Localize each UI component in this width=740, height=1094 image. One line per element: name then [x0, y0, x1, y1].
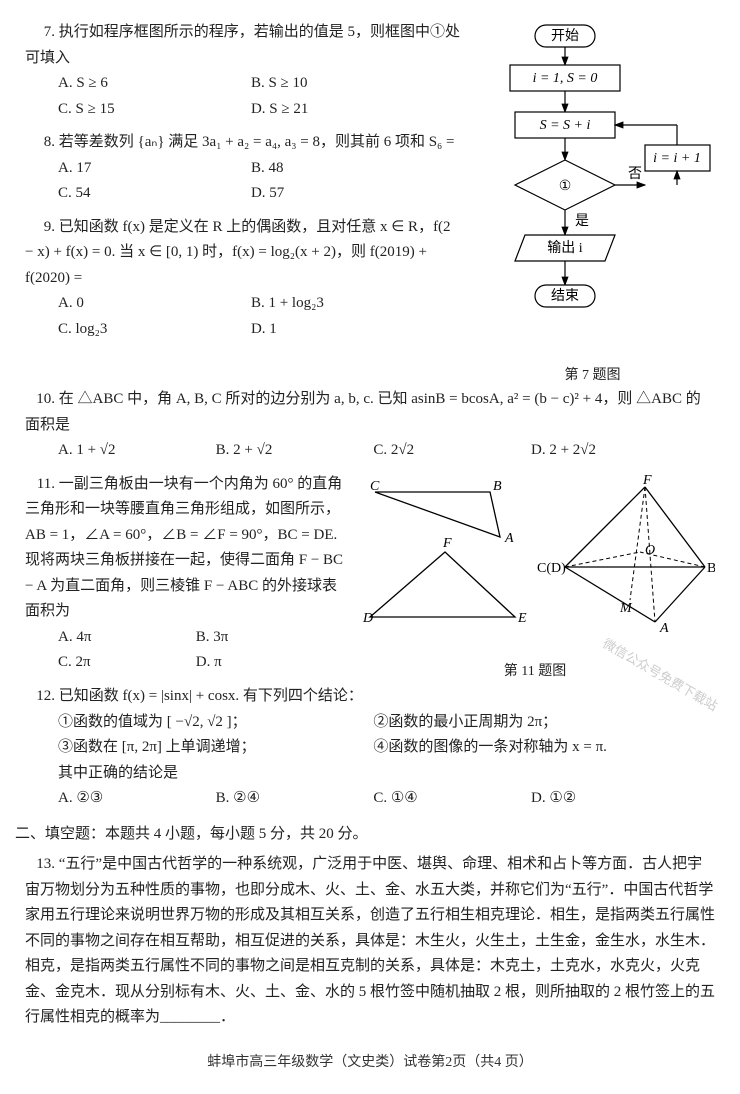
- svg-text:B(E): B(E): [707, 561, 715, 576]
- question-9: 9. 已知函数 f(x) 是定义在 R 上的偶函数，且对任意 x ∈ R，f(2…: [25, 215, 460, 343]
- row-q11: 11. 一副三角板由一块有一个内角为 60° 的直角三角形和一块等腰直角三角形组…: [25, 472, 715, 684]
- section-2-header: 二、填空题：本题共 4 小题，每小题 5 分，共 20 分。: [15, 822, 715, 848]
- qnum: 9.: [25, 215, 55, 241]
- options-9: A. 0 B. 1 + log₂3 C. log₂3 D. 1: [25, 291, 460, 342]
- options-11: A. 4π B. 3π C. 2π D. π: [25, 625, 345, 676]
- opt-d: D. S ≥ 21: [251, 97, 444, 123]
- opt-d: D. 1: [251, 317, 444, 343]
- question-12: 微信公众号免费下载站 12. 已知函数 f(x) = |sinx| + cosx…: [25, 684, 715, 812]
- stmt-1: ①函数的值域为 [ −√2, √2 ]；: [58, 710, 373, 736]
- qtext: 若等差数列 {aₙ} 满足 3a₁ + a₂ = a₄, a₃ = 8，则其前 …: [59, 134, 455, 150]
- opt-a: A. 1 + √2: [58, 438, 216, 464]
- svg-text:i = 1, S = 0: i = 1, S = 0: [533, 71, 598, 86]
- opt-a: A. 4π: [58, 625, 196, 651]
- svg-text:结束: 结束: [551, 288, 579, 304]
- svg-text:C: C: [370, 479, 380, 494]
- svg-text:M: M: [619, 601, 633, 616]
- qtext: “五行”是中国古代哲学的一种系统观，广泛用于中医、堪舆、命理、相术和占卜等方面．…: [25, 856, 715, 1025]
- opt-a: A. ②③: [58, 786, 216, 812]
- opt-c: C. S ≥ 15: [58, 97, 251, 123]
- stmt-4: ④函数的图像的一条对称轴为 x = π.: [373, 735, 688, 761]
- fig11-caption: 第 11 题图: [355, 660, 715, 684]
- svg-text:①: ①: [559, 179, 572, 194]
- opt-b: B. ②④: [216, 786, 374, 812]
- tail: 其中正确的结论是: [58, 761, 715, 787]
- opt-d: D. ①②: [531, 786, 689, 812]
- options-7: A. S ≥ 6 B. S ≥ 10 C. S ≥ 15 D. S ≥ 21: [25, 71, 460, 122]
- flowchart-svg: 开始 i = 1, S = 0 S = S + i ① 否 i = i + 1 …: [470, 20, 715, 350]
- qtext: 在 △ABC 中，角 A, B, C 所对的边分别为 a, b, c. 已知 a…: [25, 391, 701, 433]
- qtext: 已知函数 f(x) = |sinx| + cosx. 有下列四个结论：: [59, 688, 363, 704]
- opt-a: A. 17: [58, 156, 251, 182]
- svg-text:S = S + i: S = S + i: [540, 118, 591, 133]
- opt-b: B. 2 + √2: [216, 438, 374, 464]
- opt-d: D. 2 + 2√2: [531, 438, 689, 464]
- opt-c: C. 2π: [58, 650, 196, 676]
- opt-a: A. S ≥ 6: [58, 71, 251, 97]
- qnum: 7.: [25, 20, 55, 46]
- qtext: 执行如程序框图所示的程序，若输出的值是 5，则框图中①处可填入: [25, 24, 460, 66]
- opt-a: A. 0: [58, 291, 251, 317]
- qtext: 已知函数 f(x) 是定义在 R 上的偶函数，且对任意 x ∈ R，f(2 − …: [25, 219, 451, 286]
- qnum: 8.: [25, 130, 55, 156]
- opt-b: B. S ≥ 10: [251, 71, 444, 97]
- opt-b: B. 3π: [196, 625, 334, 651]
- qnum: 13.: [25, 852, 55, 878]
- svg-text:D: D: [362, 611, 373, 626]
- svg-text:O: O: [645, 543, 655, 558]
- qnum: 12.: [25, 684, 55, 710]
- qnum: 11.: [25, 472, 55, 498]
- svg-text:F: F: [642, 473, 652, 488]
- fig11-svg: C B A D E F F C(D) B(E) A O: [355, 472, 715, 647]
- row-q7-9: 7. 执行如程序框图所示的程序，若输出的值是 5，则框图中①处可填入 A. S …: [25, 20, 715, 387]
- question-7: 7. 执行如程序框图所示的程序，若输出的值是 5，则框图中①处可填入 A. S …: [25, 20, 460, 122]
- svg-text:输出 i: 输出 i: [547, 240, 582, 256]
- svg-text:A: A: [504, 531, 514, 546]
- opt-b: B. 48: [251, 156, 444, 182]
- opt-b: B. 1 + log₂3: [251, 291, 444, 317]
- options-10: A. 1 + √2 B. 2 + √2 C. 2√2 D. 2 + 2√2: [25, 438, 715, 464]
- flowchart-figure: 开始 i = 1, S = 0 S = S + i ① 否 i = i + 1 …: [470, 20, 715, 387]
- page-footer: 蚌埠市高三年级数学（文史类）试卷第2页（共4 页）: [25, 1051, 715, 1075]
- opt-c: C. 2√2: [373, 438, 531, 464]
- svg-text:A: A: [659, 621, 669, 636]
- question-10: 10. 在 △ABC 中，角 A, B, C 所对的边分别为 a, b, c. …: [25, 387, 715, 464]
- svg-text:E: E: [517, 611, 527, 626]
- stmt-3: ③函数在 [π, 2π] 上单调递增；: [58, 735, 373, 761]
- opt-d: D. π: [196, 650, 334, 676]
- fig11: C B A D E F F C(D) B(E) A O: [355, 472, 715, 684]
- options-8: A. 17 B. 48 C. 54 D. 57: [25, 156, 460, 207]
- question-13: 13. “五行”是中国古代哲学的一种系统观，广泛用于中医、堪舆、命理、相术和占卜…: [25, 852, 715, 1031]
- opt-c: C. 54: [58, 181, 251, 207]
- question-8: 8. 若等差数列 {aₙ} 满足 3a₁ + a₂ = a₄, a₃ = 8，则…: [25, 130, 460, 207]
- svg-text:F: F: [442, 536, 452, 551]
- svg-text:开始: 开始: [551, 28, 579, 44]
- qtext: 一副三角板由一块有一个内角为 60° 的直角三角形和一块等腰直角三角形组成，如图…: [25, 476, 343, 620]
- svg-text:是: 是: [575, 214, 589, 229]
- flowchart-caption: 第 7 题图: [470, 364, 715, 388]
- qnum: 10.: [25, 387, 55, 413]
- svg-text:否: 否: [628, 167, 642, 182]
- opt-c: C. log₂3: [58, 317, 251, 343]
- opt-d: D. 57: [251, 181, 444, 207]
- options-12: A. ②③ B. ②④ C. ①④ D. ①②: [25, 786, 715, 812]
- svg-text:C(D): C(D): [537, 561, 566, 576]
- opt-c: C. ①④: [373, 786, 531, 812]
- svg-text:i = i + 1: i = i + 1: [653, 151, 701, 166]
- question-11: 11. 一副三角板由一块有一个内角为 60° 的直角三角形和一块等腰直角三角形组…: [25, 472, 345, 676]
- stmt-2: ②函数的最小正周期为 2π；: [373, 710, 688, 736]
- svg-text:B: B: [493, 479, 502, 494]
